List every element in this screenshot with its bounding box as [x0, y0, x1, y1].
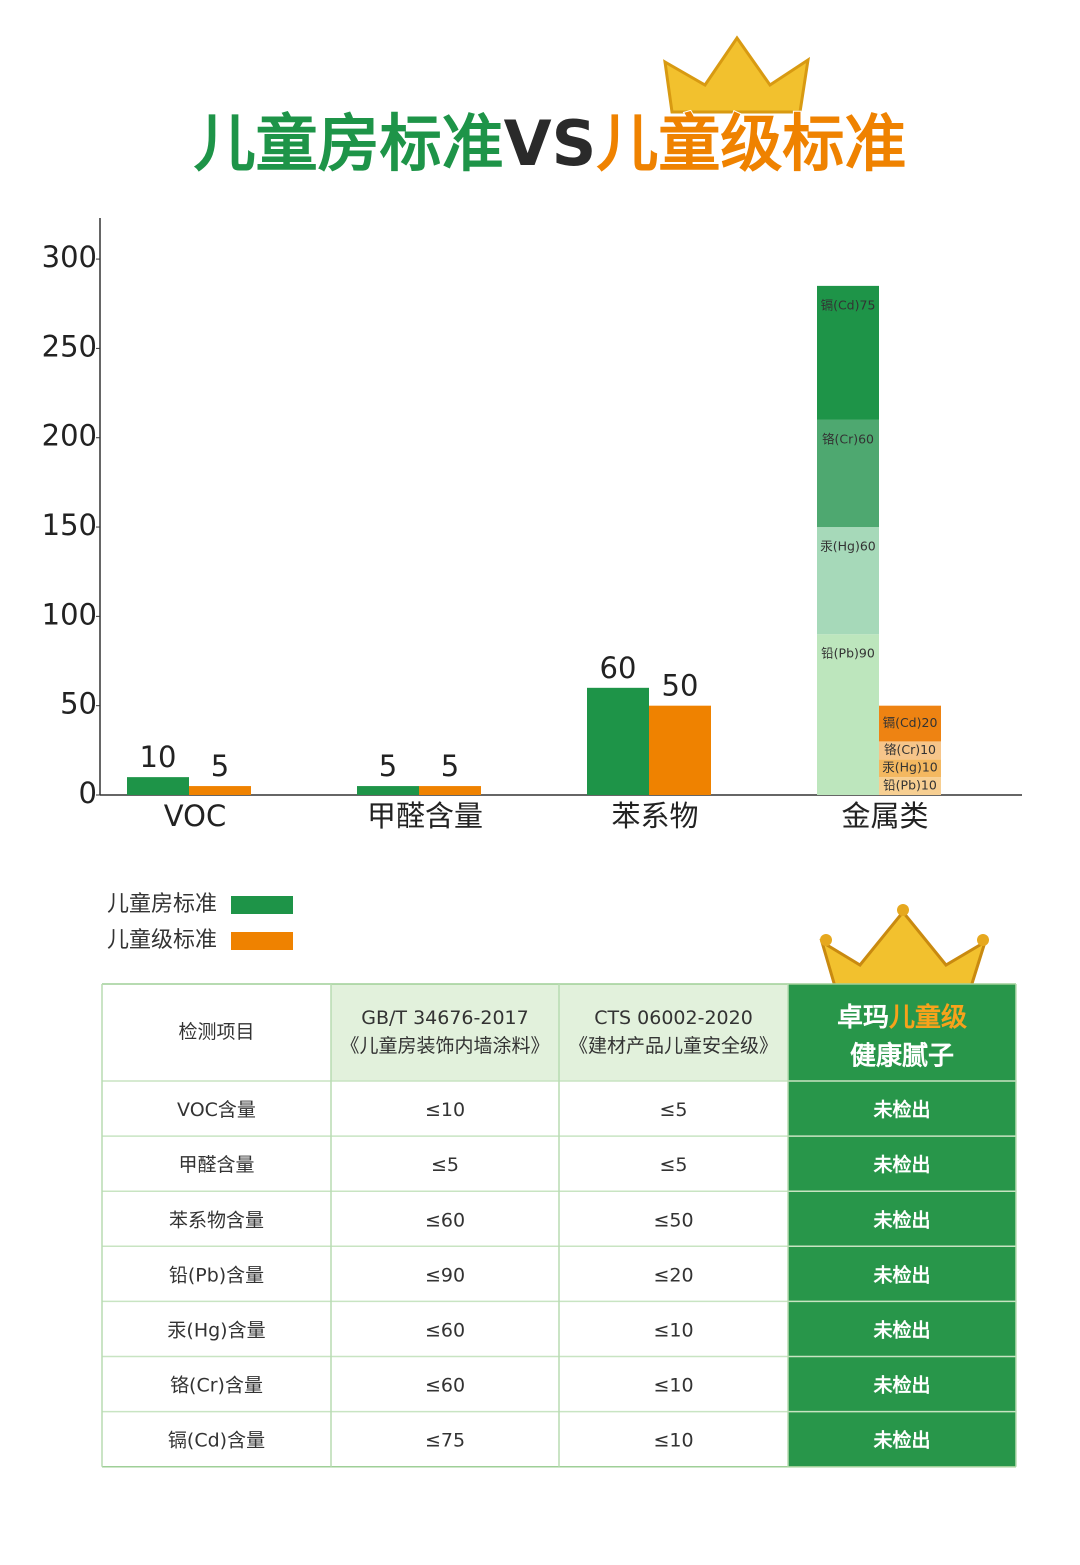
cell-text: ≤50	[653, 1209, 693, 1231]
bar	[189, 786, 251, 795]
stack-segment	[879, 777, 941, 795]
cell-text: ≤10	[653, 1319, 693, 1341]
title-part: 儿童级标准	[596, 107, 906, 180]
header-text: 《儿童房装饰内墙涂料》	[340, 1035, 549, 1057]
cell-text: VOC含量	[177, 1099, 256, 1121]
brand-column	[788, 984, 1016, 1467]
cell-text: ≤10	[425, 1099, 465, 1121]
legend-swatch	[231, 896, 293, 914]
cell-text: ≤75	[425, 1430, 465, 1452]
table-crown	[819, 904, 989, 992]
segment-label: 镉(Cd)20	[883, 715, 938, 730]
cell-text: 未检出	[872, 1263, 930, 1286]
data-label: 5	[441, 749, 459, 783]
cell-text: 苯系物含量	[169, 1209, 264, 1231]
legend-label: 儿童房标准	[107, 892, 217, 917]
bar	[649, 705, 711, 795]
segment-label: 铅(Pb)90	[821, 646, 875, 661]
data-label: 5	[211, 749, 229, 783]
cell-text: ≤60	[425, 1375, 465, 1397]
title-part: 儿童房标准	[194, 107, 504, 180]
y-tick-label: 250	[42, 329, 97, 363]
y-tick-label: 200	[42, 419, 97, 453]
segment-label: 铅(Pb)10	[883, 778, 937, 793]
x-tick-label: 金属类	[841, 799, 928, 833]
segment-label: 汞(Hg)60	[820, 539, 876, 554]
cell-text: ≤5	[431, 1154, 459, 1176]
cell-text: ≤5	[659, 1154, 687, 1176]
brand-part: 儿童级	[889, 1002, 967, 1033]
title-part: VS	[504, 107, 597, 180]
y-tick-label: 300	[42, 240, 97, 274]
bar	[419, 786, 481, 795]
legend-label: 儿童级标准	[107, 928, 217, 953]
cell-text: ≤60	[425, 1209, 465, 1231]
cell-text: 铅(Pb)含量	[169, 1264, 264, 1286]
chart-title: 儿童房标准VS儿童级标准	[194, 107, 907, 180]
cell-text: ≤20	[653, 1264, 693, 1286]
data-label: 50	[662, 669, 699, 703]
cell-text: ≤90	[425, 1264, 465, 1286]
stack-segment	[817, 634, 879, 795]
data-label: 60	[600, 651, 637, 685]
data-label: 10	[140, 740, 177, 774]
y-tick-label: 150	[42, 508, 97, 542]
segment-label: 汞(Hg)10	[882, 760, 938, 775]
brand-part: 卓玛	[837, 1003, 889, 1033]
cell-text: 未检出	[872, 1098, 930, 1121]
cell-text: 未检出	[872, 1208, 930, 1231]
x-tick-label: 甲醛含量	[367, 799, 483, 833]
bar	[587, 687, 649, 795]
cell-text: 未检出	[872, 1374, 930, 1397]
cell-text: 甲醛含量	[178, 1154, 254, 1176]
segment-label: 铬(Cr)10	[884, 742, 936, 757]
stack-segment	[879, 705, 941, 742]
segment-label: 铬(Cr)60	[822, 431, 874, 446]
brand-text: 健康腻子	[850, 1041, 954, 1072]
cell-text: ≤60	[425, 1319, 465, 1341]
bar	[127, 777, 189, 795]
x-tick-label: 苯系物	[611, 799, 698, 833]
y-tick-label: 0	[79, 776, 97, 810]
stack-segment	[817, 285, 879, 420]
cell-text: 未检出	[872, 1318, 930, 1341]
y-tick-label: 100	[42, 597, 97, 631]
cell-text: ≤10	[653, 1375, 693, 1397]
stack-segment	[879, 759, 941, 778]
header-text: 检测项目	[178, 1021, 254, 1043]
stack-segment	[817, 419, 879, 528]
cell-text: 未检出	[872, 1153, 930, 1176]
segment-label: 镉(Cd)75	[821, 297, 876, 312]
cell-text: 镉(Cd)含量	[168, 1430, 265, 1452]
header-text: CTS 06002-2020	[594, 1007, 753, 1029]
brand-text: 卓玛儿童级	[837, 1002, 967, 1033]
data-label: 5	[379, 749, 397, 783]
x-tick-label: VOC	[164, 799, 226, 833]
cell-text: ≤5	[659, 1099, 687, 1121]
cell-text: ≤10	[653, 1430, 693, 1452]
crown-icon	[663, 35, 810, 114]
header-text: GB/T 34676-2017	[361, 1007, 528, 1029]
cell-text: 铬(Cr)含量	[170, 1375, 263, 1397]
cell-text: 未检出	[872, 1429, 930, 1452]
header-text: 《建材产品儿童安全级》	[569, 1035, 778, 1057]
cell-text: 汞(Hg)含量	[167, 1319, 265, 1341]
legend-swatch	[231, 932, 293, 950]
stack-segment	[879, 741, 941, 760]
y-tick-label: 50	[60, 687, 97, 721]
bar	[357, 786, 419, 795]
stack-segment	[817, 527, 879, 635]
